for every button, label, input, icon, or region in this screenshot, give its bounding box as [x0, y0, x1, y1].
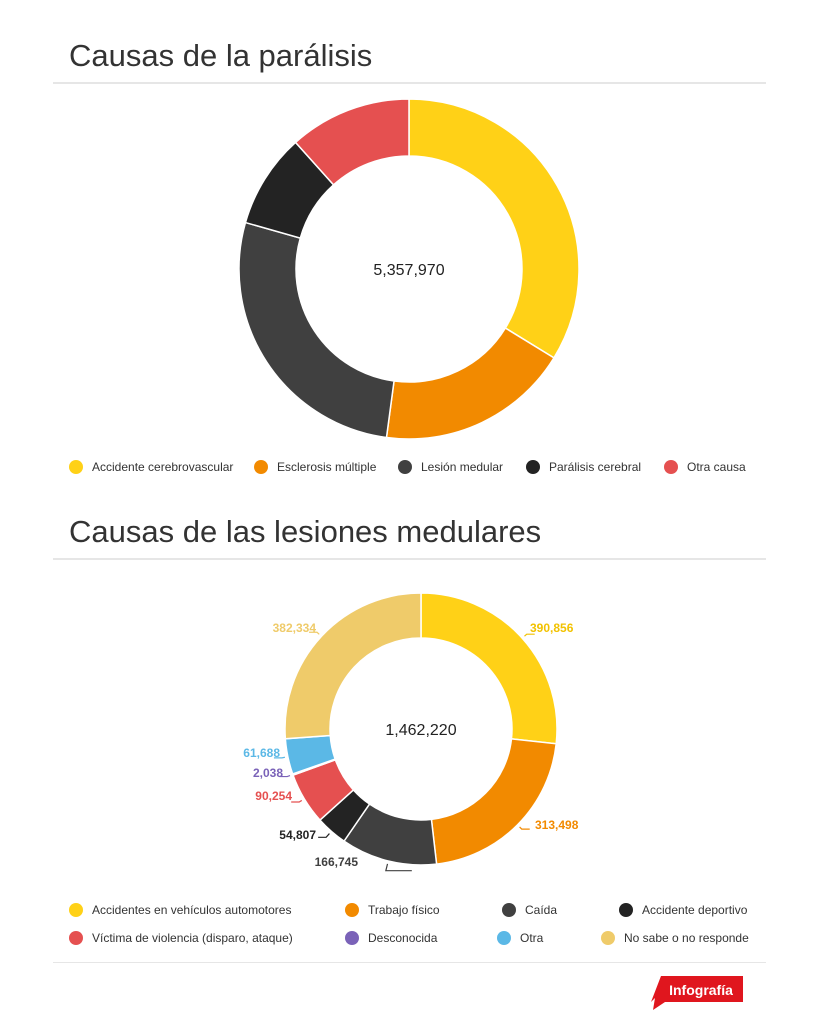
legend-swatch [619, 903, 633, 917]
badge-label: Infografía [669, 982, 733, 998]
donut-chart-paralisis: 5,357,970 [238, 98, 580, 440]
legend-item-desconocida: Desconocida [345, 931, 437, 945]
legend-item-lesion-medular: Lesión medular [398, 460, 503, 474]
donut-center-total: 5,357,970 [373, 262, 444, 279]
legend-label: Desconocida [368, 931, 438, 945]
legend-swatch [254, 460, 268, 474]
slice-no-sabe-o-no-responde [284, 592, 422, 740]
legend-swatch [69, 903, 83, 917]
leader-line-accidentes-en-vehiculos-automotores [524, 633, 535, 637]
legend-label: Accidentes en vehículos automotores [92, 903, 292, 917]
legend-label: Víctima de violencia (disparo, ataque) [92, 931, 293, 945]
legend-swatch [601, 931, 615, 945]
legend-item-paralisis-cerebral: Parálisis cerebral [526, 460, 641, 474]
legend-swatch [664, 460, 678, 474]
legend-swatch [526, 460, 540, 474]
slice-otra-causa [294, 98, 410, 186]
footer-divider [53, 962, 766, 963]
title-divider [53, 82, 766, 84]
data-label-desconocida: 2,038 [253, 766, 283, 780]
legend-label: Accidente cerebrovascular [92, 460, 234, 474]
slice-lesion-medular [238, 221, 395, 439]
data-label-victima-de-violencia-disparo-ataque: 90,254 [255, 789, 292, 803]
donut-chart-lesiones-medulares: 390,856 313,498 166,745 54,807 90,254 2,038 61… [243, 592, 579, 872]
data-label-trabajo-fisico: 313,498 [535, 818, 579, 832]
chart-title-lesiones-medulares: Causas de las lesiones medulares [69, 514, 542, 549]
legend-swatch [502, 903, 516, 917]
legend-label: Otra causa [687, 460, 746, 474]
leader-line-caida [385, 863, 412, 872]
badge-flag-shape [651, 976, 743, 1010]
slice-trabajo-fisico [430, 738, 558, 865]
legend-item-accidente-deportivo: Accidente deportivo [619, 903, 747, 917]
data-label-caida: 166,745 [315, 855, 359, 869]
legend-label: Caída [525, 903, 558, 917]
legend-item-accidentes-en-vehiculos-automotores: Accidentes en vehículos automotores [69, 903, 291, 917]
data-label-accidente-deportivo: 54,807 [279, 828, 316, 842]
legend-item-victima-de-violencia-disparo-ataque: Víctima de violencia (disparo, ataque) [69, 931, 293, 945]
leader-line-trabajo-fisico [519, 826, 530, 830]
legend-swatch [69, 460, 83, 474]
data-label-otra: 61,688 [243, 746, 280, 760]
title-divider [53, 558, 766, 560]
legend-item-accidente-cerebrovascular: Accidente cerebrovascular [69, 460, 233, 474]
leader-line-victima-de-violencia-disparo-ataque [291, 799, 303, 803]
leader-line-desconocida [279, 774, 291, 778]
legend-item-otra-causa: Otra causa [664, 460, 746, 474]
legend-swatch [497, 931, 511, 945]
legend-item-otra: Otra [497, 931, 543, 945]
leader-line-otra [273, 756, 286, 759]
leader-line-accidente-deportivo [318, 833, 330, 838]
legend-swatch [69, 931, 83, 945]
legend-label: Accidente deportivo [642, 903, 748, 917]
legend-item-trabajo-fisico: Trabajo físico [345, 903, 440, 917]
legend-item-no-sabe-o-no-responde: No sabe o no responde [601, 931, 749, 945]
legend-label: Esclerosis múltiple [277, 460, 377, 474]
chart-title-paralisis: Causas de la parálisis [69, 38, 373, 73]
legend-label: Lesión medular [421, 460, 504, 474]
slice-esclerosis-multiple [385, 327, 555, 440]
legend-swatch [345, 931, 359, 945]
infografia-badge [651, 976, 743, 1010]
leader-line-no-sabe-o-no-responde [309, 631, 320, 635]
legend-label: Otra [520, 931, 544, 945]
legend-label: Trabajo físico [368, 903, 440, 917]
legend-item-esclerosis-multiple: Esclerosis múltiple [254, 460, 376, 474]
donut-center-total: 1,462,220 [385, 722, 456, 739]
legend-swatch [345, 903, 359, 917]
legend-swatch [398, 460, 412, 474]
data-label-no-sabe-o-no-responde: 382,334 [273, 621, 317, 635]
slice-accidente-cerebrovascular [408, 98, 580, 359]
legend-label: No sabe o no responde [624, 931, 749, 945]
legend-label: Parálisis cerebral [549, 460, 642, 474]
data-label-accidentes-en-vehiculos-automotores: 390,856 [530, 621, 574, 635]
legend-item-caida: Caída [502, 903, 557, 917]
